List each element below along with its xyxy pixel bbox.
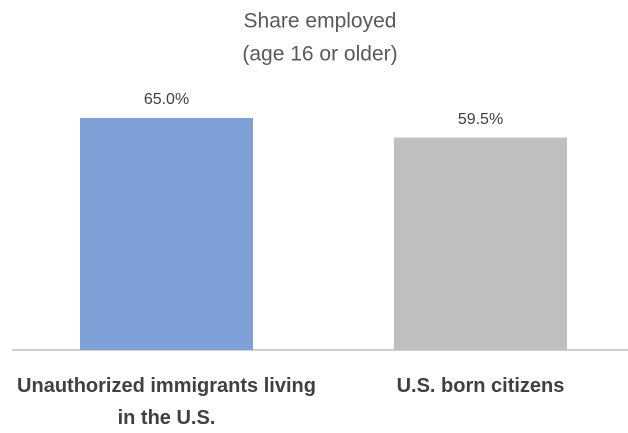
chart-subtitle: (age 16 or older) xyxy=(242,43,397,66)
category-label: U.S. born citizens xyxy=(396,375,565,397)
data-label: 59.5% xyxy=(458,111,503,128)
chart-title: Share employed xyxy=(244,10,397,33)
bar xyxy=(80,117,253,350)
data-label: 65.0% xyxy=(144,91,189,108)
bar xyxy=(394,137,567,350)
category-label: Unauthorized immigrants living in the U.… xyxy=(17,375,316,429)
